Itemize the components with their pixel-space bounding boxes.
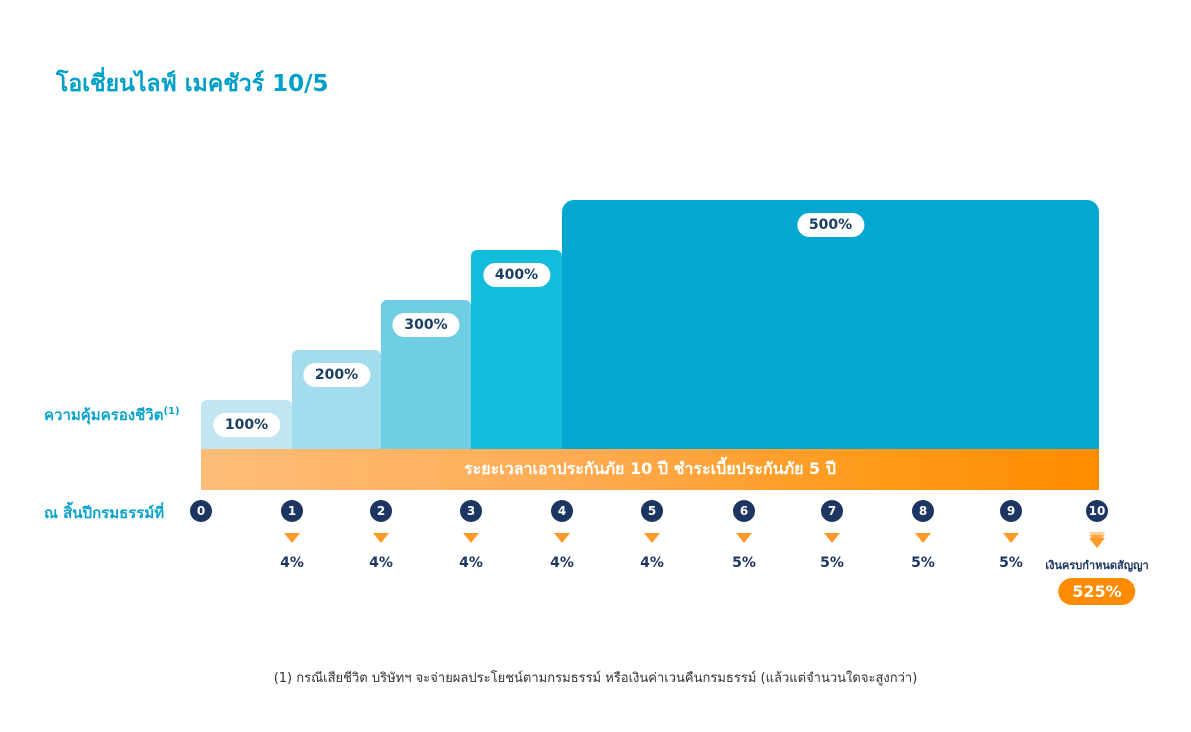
cash-back-rate: 4% [369, 555, 393, 571]
maturity-label: เงินครบกำหนดสัญญา [1045, 559, 1149, 572]
cash-back-rate: 4% [459, 555, 483, 571]
year-marker: 7 [821, 500, 843, 522]
year-marker: 1 [281, 500, 303, 522]
year-marker: 8 [912, 500, 934, 522]
cash-back-rate: 4% [280, 555, 304, 571]
down-arrow-icon [373, 533, 389, 543]
footnote: (1) กรณีเสียชีวิต บริษัทฯ จะจ่ายผลประโยช… [273, 671, 918, 686]
policy-term-band: ระยะเวลาเอาประกันภัย 10 ปี ชำระเบี้ยประก… [201, 449, 1099, 490]
maturity-arrow-icon [1089, 538, 1105, 548]
coverage-label: 300% [392, 313, 460, 337]
year-marker: 3 [460, 500, 482, 522]
down-arrow-icon [1003, 533, 1019, 543]
cash-back-rate: 5% [732, 555, 756, 571]
y-axis-label: ความคุ้มครองชีวิต(1) [44, 403, 180, 427]
year-marker: 10 [1086, 500, 1108, 522]
footnote-marker: (1) [163, 406, 180, 417]
coverage-label: 500% [796, 213, 865, 237]
down-arrow-icon [736, 533, 752, 543]
year-marker: 4 [551, 500, 573, 522]
year-marker: 5 [641, 500, 663, 522]
maturity-value-badge: 525% [1058, 578, 1136, 605]
x-axis-label: ณ สิ้นปีกรมธรรม์ที่ [44, 504, 165, 522]
year-marker: 0 [190, 500, 212, 522]
cash-back-rate: 5% [820, 555, 844, 571]
down-arrow-icon [554, 533, 570, 543]
coverage-label: 400% [482, 263, 551, 287]
cash-back-rate: 4% [640, 555, 664, 571]
year-marker: 9 [1000, 500, 1022, 522]
coverage-bar [562, 200, 1099, 449]
year-marker: 2 [370, 500, 392, 522]
down-arrow-icon [284, 533, 300, 543]
y-axis-label-text: ความคุ้มครองชีวิต [44, 406, 164, 424]
page-title: โอเชี่ยนไลฟ์ เมคชัวร์ 10/5 [56, 71, 329, 97]
cash-back-rate: 5% [999, 555, 1023, 571]
year-marker: 6 [733, 500, 755, 522]
cash-back-rate: 5% [911, 555, 935, 571]
cash-back-rate: 4% [550, 555, 574, 571]
down-arrow-icon [915, 533, 931, 543]
coverage-label: 100% [212, 413, 281, 437]
coverage-label: 200% [302, 363, 371, 387]
down-arrow-icon [824, 533, 840, 543]
down-arrow-icon [644, 533, 660, 543]
down-arrow-icon [463, 533, 479, 543]
